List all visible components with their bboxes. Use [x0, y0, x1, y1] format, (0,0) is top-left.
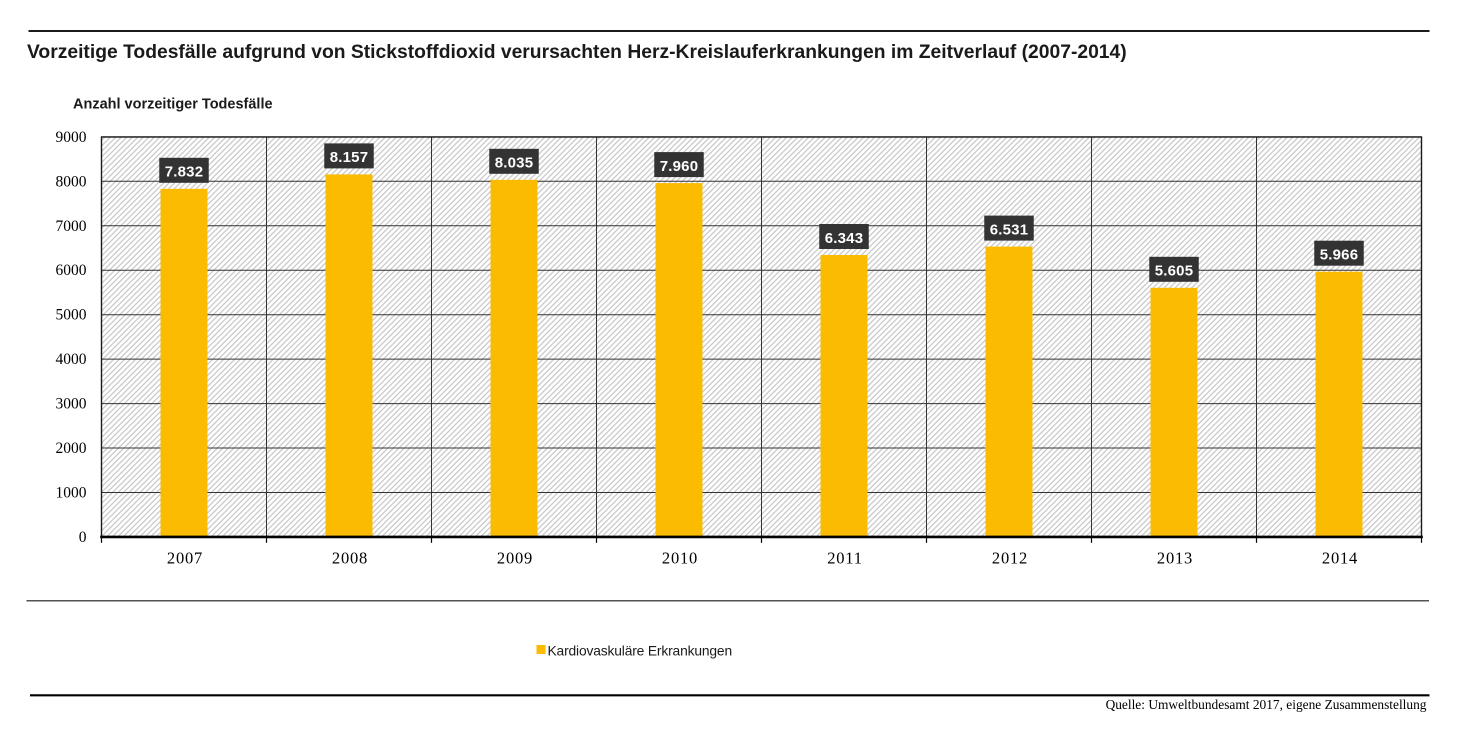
svg-text:2010: 2010: [662, 549, 698, 568]
svg-text:6.343: 6.343: [825, 230, 864, 247]
svg-text:2012: 2012: [992, 549, 1028, 568]
svg-text:4000: 4000: [56, 351, 87, 368]
svg-text:8.035: 8.035: [495, 155, 534, 172]
svg-text:5000: 5000: [56, 307, 87, 324]
svg-text:Kardiovaskuläre Erkrankungen: Kardiovaskuläre Erkrankungen: [548, 644, 732, 659]
svg-text:Anzahl vorzeitiger Todesfälle: Anzahl vorzeitiger Todesfälle: [73, 97, 273, 113]
svg-text:2009: 2009: [497, 549, 533, 568]
svg-text:2008: 2008: [332, 549, 368, 568]
svg-text:6.531: 6.531: [990, 221, 1029, 238]
svg-text:7.960: 7.960: [660, 158, 699, 175]
svg-text:Quelle: Umweltbundesamt 2017,: Quelle: Umweltbundesamt 2017, eigene Zus…: [1106, 697, 1427, 712]
svg-text:0: 0: [79, 529, 87, 546]
svg-text:2013: 2013: [1157, 549, 1193, 568]
svg-text:7.832: 7.832: [165, 164, 204, 181]
svg-text:2011: 2011: [827, 549, 863, 568]
svg-text:6000: 6000: [56, 262, 87, 279]
svg-text:5.605: 5.605: [1155, 263, 1194, 280]
svg-text:2007: 2007: [167, 549, 203, 568]
svg-text:3000: 3000: [56, 396, 87, 413]
svg-text:9000: 9000: [56, 129, 87, 146]
svg-text:8000: 8000: [56, 173, 87, 190]
svg-text:Vorzeitige Todesfälle aufgrund: Vorzeitige Todesfälle aufgrund von Stick…: [27, 42, 1127, 63]
svg-text:8.157: 8.157: [330, 149, 369, 166]
svg-text:1000: 1000: [56, 485, 87, 502]
svg-text:2014: 2014: [1322, 549, 1358, 568]
svg-text:7000: 7000: [56, 218, 87, 235]
svg-text:5.966: 5.966: [1320, 247, 1359, 264]
svg-text:2000: 2000: [56, 440, 87, 457]
